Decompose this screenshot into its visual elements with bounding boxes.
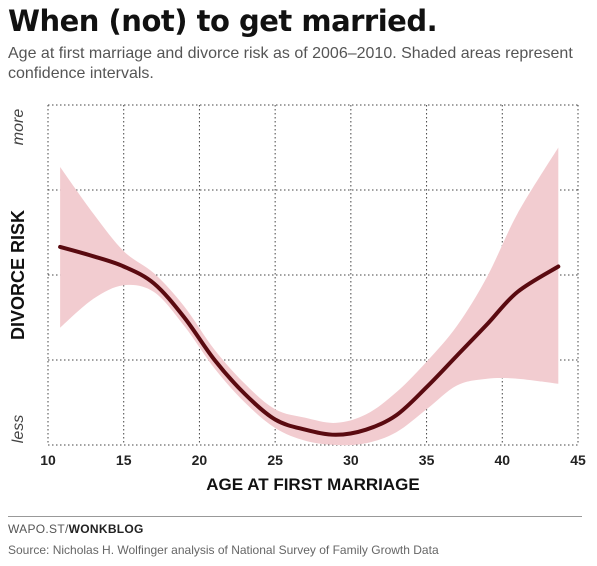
x-tick-labels: 10 15 20 25 30 35 40 45: [40, 452, 586, 468]
grid: [47, 104, 579, 446]
brand-name: WONKBLOG: [68, 522, 144, 536]
confidence-interval-band: [60, 147, 559, 446]
chart-title: When (not) to get married.: [8, 4, 438, 38]
x-tick-label: 35: [419, 452, 435, 468]
source-note: Source: Nicholas H. Wolfinger analysis o…: [8, 543, 439, 557]
x-tick-label: 30: [343, 452, 359, 468]
divorce-risk-chart: 10 15 20 25 30 35 40 45 more less DIVORCE RISK …: [8, 104, 586, 494]
x-axis-title: AGE AT FIRST MARRIAGE: [206, 475, 419, 494]
x-tick-label: 40: [494, 452, 510, 468]
y-axis-title: DIVORCE RISK: [8, 210, 28, 340]
y-tick-label-more: more: [10, 109, 27, 146]
brand-credit: WAPO.ST/WONKBLOG: [8, 522, 144, 536]
x-tick-label: 45: [570, 452, 586, 468]
brand-prefix: WAPO.ST/: [8, 522, 69, 536]
x-tick-label: 10: [40, 452, 56, 468]
y-tick-label-less: less: [10, 415, 27, 443]
chart-subtitle: Age at first marriage and divorce risk a…: [8, 45, 573, 82]
divorce-risk-line: [58, 244, 561, 437]
x-tick-label: 20: [192, 452, 208, 468]
x-tick-label: 15: [116, 452, 132, 468]
footer-divider: [8, 516, 582, 517]
x-tick-label: 25: [267, 452, 283, 468]
